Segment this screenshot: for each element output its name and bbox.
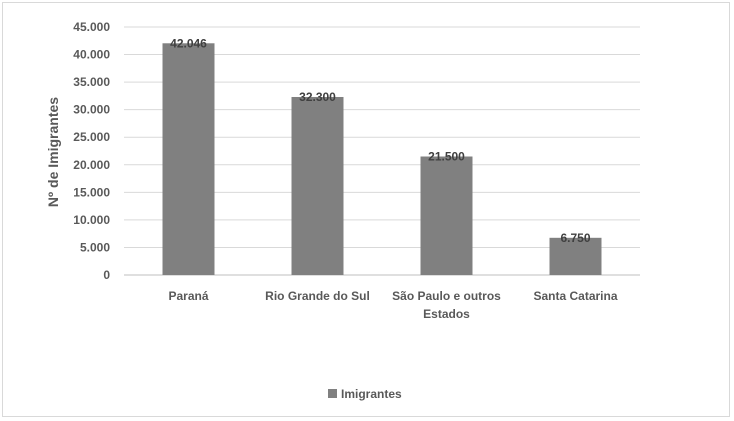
bars — [162, 43, 602, 276]
data-label: 21.500 — [428, 150, 465, 164]
y-tick-label: 10.000 — [73, 213, 110, 227]
y-tick-label: 35.000 — [73, 75, 110, 89]
x-category-label: Santa Catarina — [533, 289, 617, 303]
y-tick-label: 45.000 — [73, 20, 110, 34]
legend: Imigrantes — [328, 387, 402, 401]
bar — [549, 237, 602, 275]
y-tick-label: 40.000 — [73, 48, 110, 62]
x-category-label: Rio Grande do Sul — [265, 289, 370, 303]
data-label: 6.750 — [560, 231, 590, 245]
data-label: 42.046 — [170, 36, 207, 50]
legend-swatch — [328, 389, 337, 398]
x-category-label: Paraná — [168, 289, 208, 303]
y-tick-label: 20.000 — [73, 158, 110, 172]
x-category-label: São Paulo e outros Estados — [392, 289, 501, 321]
data-label: 32.300 — [299, 90, 336, 104]
bar — [420, 156, 473, 275]
y-axis-label: Nº de Imigrantes — [45, 97, 61, 207]
y-tick-label: 25.000 — [73, 130, 110, 144]
x-axis-categories: Paraná Rio Grande do Sul São Paulo e outro… — [168, 289, 617, 321]
y-tick-label: 30.000 — [73, 103, 110, 117]
y-tick-label: 0 — [103, 268, 110, 282]
y-axis-ticks: 0 5.000 10.000 15.000 20.000 25.000 30.000 35.0… — [73, 20, 110, 282]
y-tick-label: 5.000 — [80, 240, 110, 254]
y-tick-label: 15.000 — [73, 185, 110, 199]
legend-label: Imigrantes — [341, 387, 402, 401]
chart-frame — [2, 2, 730, 417]
data-labels: 42.046 32.300 21.500 6.750 — [170, 36, 591, 245]
bar — [162, 43, 215, 276]
bar — [291, 96, 344, 275]
